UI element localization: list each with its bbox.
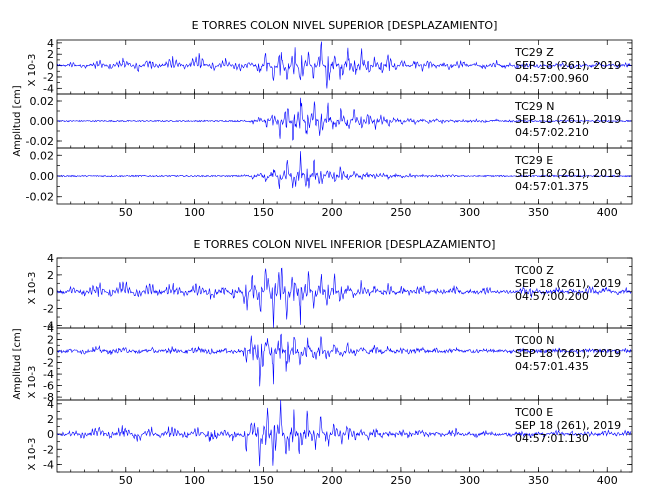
y-tick-label: 2 bbox=[47, 269, 54, 282]
trace-panel-1: 420-2-4 TC29 Z SEP 18 (261), 2019 04:57:00.… bbox=[27, 37, 633, 95]
y-tick-label: 4 bbox=[47, 37, 54, 50]
x-tick-label: 300 bbox=[459, 474, 480, 487]
x-tick-label: 150 bbox=[253, 474, 274, 487]
y-tick-label: -2 bbox=[43, 71, 54, 84]
y-tick-label: 4 bbox=[47, 322, 54, 335]
y-tick-label: 2 bbox=[47, 48, 54, 61]
trace-panel-1: 4 2 0 -2 -4 TC00 Z SEP 18 (261), 2019 04:57:00.… bbox=[27, 252, 633, 332]
x-tick-label: 50 bbox=[119, 474, 133, 487]
chart-group-1: E TORRES COLON NIVEL SUPERIOR [DESPLAZAM… bbox=[12, 19, 633, 219]
y-tick-label: -8 bbox=[43, 391, 54, 404]
x-tick-label: 200 bbox=[322, 474, 343, 487]
waveform-trace bbox=[57, 267, 632, 329]
y-tick-label: -4 bbox=[43, 368, 54, 381]
x-tick-label: 250 bbox=[390, 206, 411, 219]
trace-panel-2: 0.02 0.00 -0.02 TC29 N SEP 18 (261), 2019 04:… bbox=[26, 93, 633, 149]
y-tick-label: 2 bbox=[47, 413, 54, 426]
y-multiplier-label: X 10-3 bbox=[27, 366, 38, 399]
x-tick-label: 50 bbox=[119, 206, 133, 219]
x-tick-label: 400 bbox=[597, 474, 618, 487]
y-axis-label: Amplitud [cm] bbox=[12, 85, 23, 156]
trace-panel-3: 0.02 0.00 -0.02 TC29 E SEP 18 (261), 2019 04:… bbox=[26, 147, 633, 205]
x-tick-label: 350 bbox=[528, 206, 549, 219]
y-tick-label: -4 bbox=[43, 82, 54, 95]
y-tick-label: 0.02 bbox=[30, 149, 55, 162]
trace-annotation: TC00 E SEP 18 (261), 2019 04:57:01.130 bbox=[514, 406, 621, 445]
waveform-trace bbox=[57, 399, 632, 467]
x-tick-label: 250 bbox=[390, 474, 411, 487]
x-tick-label: 150 bbox=[253, 206, 274, 219]
y-tick-label: -2 bbox=[43, 443, 54, 456]
x-tick-label: 300 bbox=[459, 206, 480, 219]
y-tick-label: 0 bbox=[47, 286, 54, 299]
y-tick-label: -4 bbox=[43, 319, 54, 332]
x-tick-label: 100 bbox=[184, 474, 205, 487]
y-multiplier-label: X 10-3 bbox=[27, 272, 38, 305]
y-tick-label: 0 bbox=[47, 428, 54, 441]
chart-title: E TORRES COLON NIVEL SUPERIOR [DESPLAZAM… bbox=[192, 19, 498, 32]
y-tick-label: 4 bbox=[47, 252, 54, 265]
y-tick-label: 0.00 bbox=[30, 170, 55, 183]
chart-group-2: E TORRES COLON NIVEL INFERIOR [DESPLAZAM… bbox=[12, 238, 633, 487]
trace-annotation: TC00 Z SEP 18 (261), 2019 04:57:00.200 bbox=[514, 264, 621, 303]
trace-annotation: TC29 N SEP 18 (261), 2019 04:57:02.210 bbox=[514, 100, 621, 139]
y-tick-label: -6 bbox=[43, 380, 54, 393]
y-tick-label: -0.02 bbox=[26, 135, 54, 148]
y-tick-label: 0.02 bbox=[30, 95, 55, 108]
waveform-trace bbox=[57, 151, 632, 189]
trace-annotation: TC29 E SEP 18 (261), 2019 04:57:01.375 bbox=[514, 154, 621, 193]
x-tick-label: 400 bbox=[597, 206, 618, 219]
y-tick-label: 4 bbox=[47, 398, 54, 411]
y-tick-label: -0.02 bbox=[26, 191, 54, 204]
trace-panel-3: 4 2 0 -2 -4 TC00 E SEP 18 (261), 2019 04:57:01.… bbox=[27, 398, 633, 473]
y-tick-label: -2 bbox=[43, 303, 54, 316]
y-multiplier-label: X 10-3 bbox=[27, 54, 38, 87]
chart-title: E TORRES COLON NIVEL INFERIOR [DESPLAZAM… bbox=[194, 238, 496, 251]
y-tick-label: -2 bbox=[43, 357, 54, 370]
x-tick-label: 100 bbox=[184, 206, 205, 219]
y-tick-label: 0 bbox=[47, 345, 54, 358]
panel-frame bbox=[56, 399, 633, 473]
y-tick-label: 2 bbox=[47, 334, 54, 347]
trace-annotation: TC29 Z SEP 18 (261), 2019 04:57:00.960 bbox=[514, 46, 621, 85]
y-tick-label: 0 bbox=[47, 60, 54, 73]
waveform-trace bbox=[57, 41, 632, 89]
x-tick-label: 200 bbox=[322, 206, 343, 219]
y-tick-label: -4 bbox=[43, 458, 54, 471]
y-multiplier-label: X 10-3 bbox=[27, 438, 38, 471]
y-axis-label: Amplitud [cm] bbox=[12, 328, 23, 399]
x-tick-label: 350 bbox=[528, 474, 549, 487]
trace-annotation: TC00 N SEP 18 (261), 2019 04:57:01.435 bbox=[514, 334, 621, 373]
waveform-trace bbox=[57, 333, 632, 387]
y-tick-label: 0.00 bbox=[30, 115, 55, 128]
waveform-trace bbox=[57, 97, 632, 141]
